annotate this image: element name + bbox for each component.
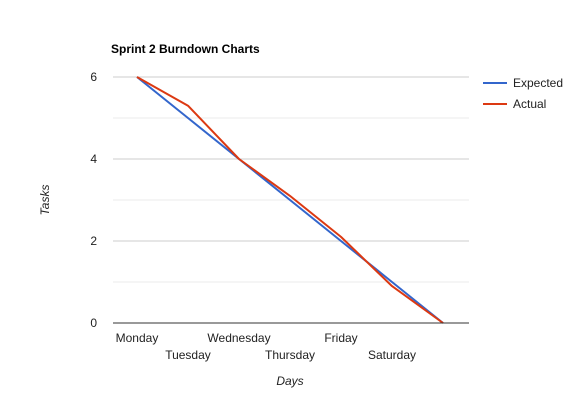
x-tick-label: Friday	[324, 331, 357, 345]
series-line-expected	[136, 76, 444, 324]
y-tick-label: 2	[90, 234, 97, 248]
y-tick-label: 6	[90, 70, 97, 84]
x-tick-label: Thursday	[265, 348, 315, 362]
x-tick-label: Tuesday	[165, 348, 211, 362]
x-tick-label: Monday	[116, 331, 159, 345]
series-line-actual	[136, 76, 444, 324]
series-lines	[136, 76, 444, 324]
chart-title: Sprint 2 Burndown Charts	[111, 42, 260, 56]
legend-label-actual: Actual	[513, 97, 546, 111]
legend-label-expected: Expected	[513, 76, 563, 90]
y-axis-title: Tasks	[38, 185, 52, 216]
y-tick-label: 4	[90, 152, 97, 166]
legend: Expected Actual	[483, 76, 563, 111]
x-tick-label: Saturday	[368, 348, 416, 362]
x-tick-label: Wednesday	[207, 331, 270, 345]
y-axis-ticks: 0 2 4 6	[90, 70, 97, 330]
x-axis-ticks: Monday Tuesday Wednesday Thursday Friday Satu…	[116, 331, 416, 362]
x-axis-title: Days	[276, 374, 303, 388]
y-tick-label: 0	[90, 316, 97, 330]
gridlines	[113, 76, 469, 283]
